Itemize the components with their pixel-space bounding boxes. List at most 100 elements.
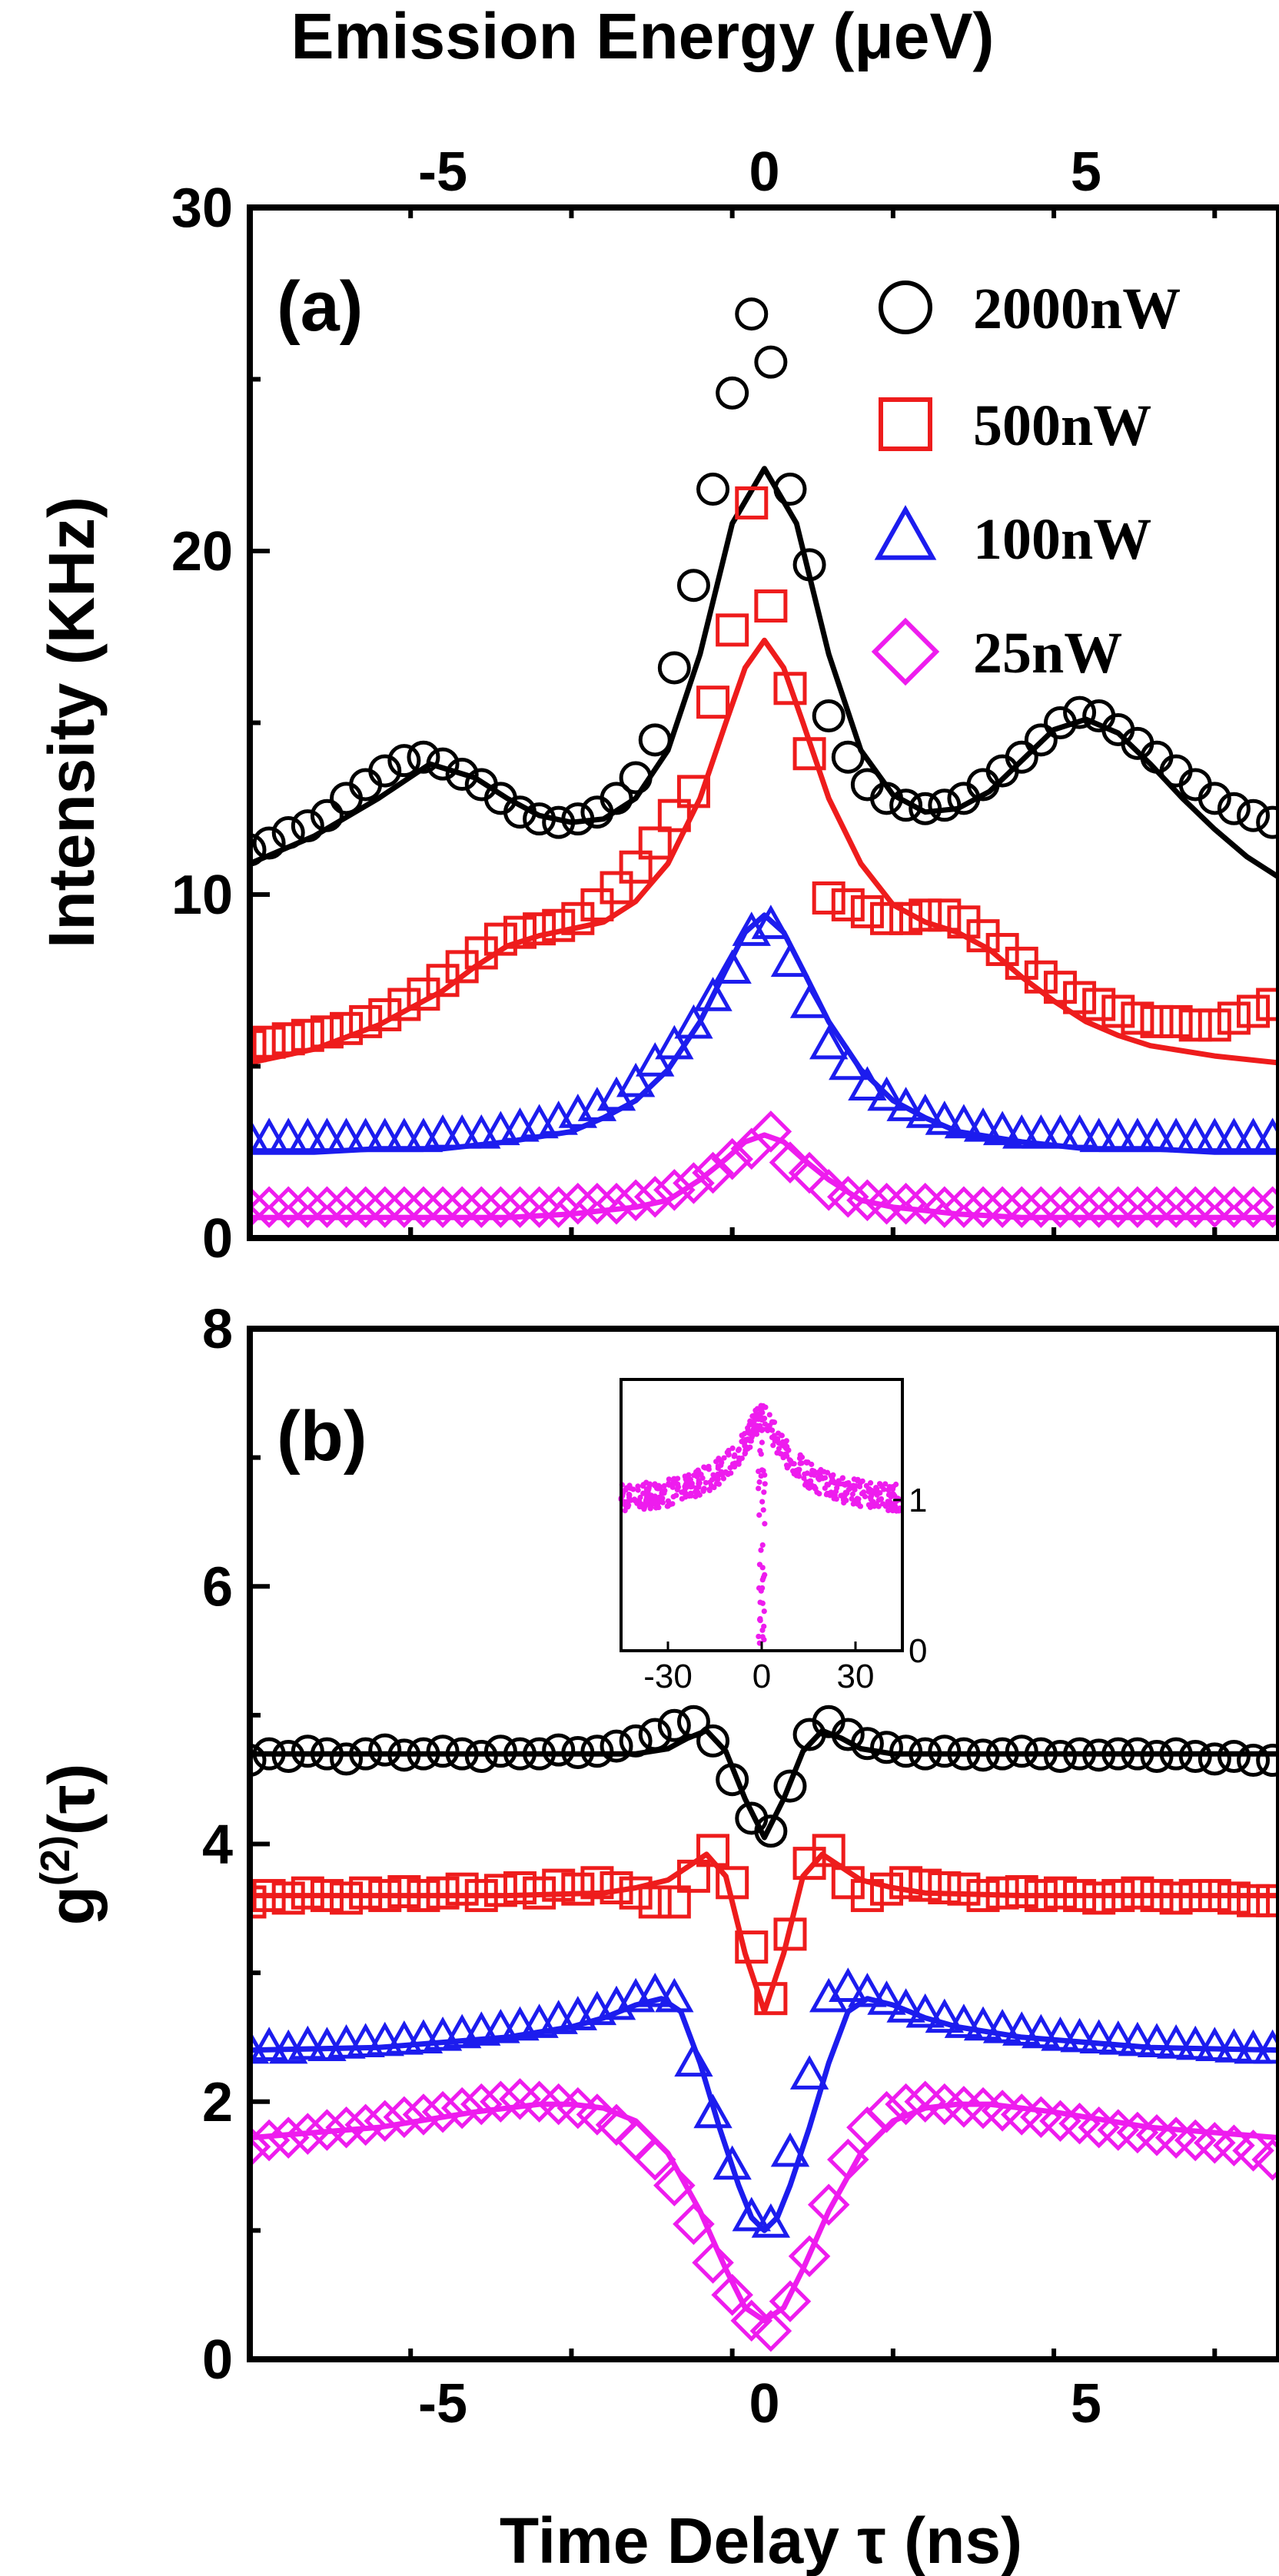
data-point-100nW [886, 1988, 925, 2023]
data-point-25nW [250, 1186, 291, 1229]
inset-data-point [760, 1507, 766, 1513]
inset-data-point [665, 1503, 671, 1509]
inset-data-point [718, 1462, 724, 1469]
panel-a-ticks: -5 0 5 0 10 20 30 [171, 141, 1218, 1270]
inset-data-point [825, 1482, 832, 1488]
data-point-500nW [773, 672, 807, 705]
inset-data-point [842, 1493, 848, 1499]
data-point-500nW [909, 898, 942, 932]
data-point-25nW [306, 2109, 348, 2151]
data-point-100nW [1041, 1114, 1080, 1149]
inset-data-point [754, 1427, 760, 1433]
data-point-25nW [807, 2183, 850, 2226]
data-point-500nW [523, 1876, 556, 1910]
data-point-500nW [1005, 1875, 1038, 1909]
data-point-100nW [886, 1087, 925, 1121]
inset-data-point [783, 1462, 790, 1469]
fit-line-25nW [250, 1132, 1279, 1220]
inset-data-point [849, 1491, 855, 1497]
data-point-25nW [749, 2309, 792, 2352]
data-point-500nW [252, 1025, 286, 1059]
data-point-2000nW [1005, 1734, 1038, 1768]
data-point-100nW [250, 2027, 289, 2062]
data-point-100nW [365, 2021, 404, 2056]
data-point-25nW [1058, 1186, 1101, 1229]
inset-data-point [739, 1439, 745, 1445]
data-point-25nW [344, 1186, 387, 1229]
inset-data-point [809, 1461, 815, 1468]
data-point-2000nW [503, 1737, 537, 1771]
inset-data-point [732, 1452, 738, 1458]
inset-data-point [752, 1422, 759, 1429]
data-point-500nW [716, 613, 749, 647]
data-point-100nW [867, 1076, 906, 1111]
data-point-2000nW [1217, 1740, 1251, 1774]
data-point-500nW [407, 1879, 440, 1913]
data-point-500nW [1178, 1008, 1212, 1042]
inset-data-point [683, 1485, 689, 1491]
data-point-2000nW [542, 1733, 576, 1767]
x-tick-label: -5 [418, 2373, 467, 2435]
inset-data-point [893, 1481, 899, 1488]
data-point-100nW [1060, 1114, 1099, 1149]
data-point-100nW [963, 1107, 1003, 1142]
data-point-2000nW [657, 651, 691, 685]
data-point-2000nW [464, 1740, 498, 1774]
data-point-500nW [250, 1029, 267, 1063]
inset-ticks: -30 0 30 0 1 [643, 1482, 927, 1695]
data-point-25nW [250, 2119, 291, 2162]
inset-data-point [626, 1492, 632, 1498]
data-point-2000nW [271, 816, 305, 850]
data-point-2000nW [1101, 1737, 1135, 1771]
inset-data-point [791, 1461, 797, 1467]
inset-data-point [716, 1457, 723, 1463]
data-point-25nW [942, 2086, 985, 2128]
data-point-100nW [963, 2006, 1003, 2041]
data-point-2000nW [387, 744, 421, 778]
data-point-500nW [1101, 1879, 1135, 1913]
inset-data-point [786, 1457, 792, 1463]
data-point-500nW [812, 1834, 845, 1867]
data-point-25nW [556, 1183, 600, 1225]
data-point-25nW [769, 1141, 812, 1183]
inset-data-point [622, 1508, 628, 1514]
inset-data-point [885, 1492, 892, 1498]
data-point-500nW [1024, 1879, 1058, 1913]
data-point-100nW [327, 1117, 366, 1153]
data-point-100nW [250, 1117, 270, 1153]
inset-data-point [769, 1419, 776, 1425]
data-point-2000nW [1237, 1744, 1271, 1778]
data-point-500nW [580, 888, 614, 921]
data-point-25nW [1116, 1186, 1159, 1229]
data-point-25nW [769, 2280, 812, 2322]
panel-b-ticks: -5 0 5 0 2 4 6 8 [202, 1299, 1218, 2435]
legend: 2000nW 500nW 100nW 25nW [871, 277, 1181, 686]
data-point-500nW [542, 1868, 576, 1902]
data-point-25nW [480, 2080, 522, 2123]
inset-data-point [762, 1472, 768, 1478]
data-point-25nW [1154, 1186, 1198, 1229]
data-point-25nW [692, 2241, 734, 2284]
y-tick-label: 0 [202, 1208, 233, 1270]
data-point-500nW [252, 1879, 286, 1913]
data-point-500nW [271, 1881, 305, 1915]
data-point-100nW [1098, 2020, 1138, 2055]
data-point-500nW [696, 685, 730, 719]
data-point-2000nW [870, 1731, 904, 1764]
inset-data-point [730, 1461, 736, 1467]
panel-a-y-axis-title: Intensity (KHz) [35, 496, 108, 948]
data-point-100nW [751, 905, 791, 939]
inset-data-point [666, 1480, 672, 1487]
data-point-500nW [368, 1879, 402, 1913]
data-point-100nW [944, 2003, 984, 2038]
inset-data-point [759, 1427, 765, 1433]
inset-data-point [868, 1493, 875, 1499]
data-point-500nW [330, 1011, 364, 1045]
data-point-25nW [383, 2096, 426, 2139]
legend-marker-25nW [871, 617, 940, 686]
data-point-2000nW [792, 548, 826, 582]
inset-data-point [758, 1588, 764, 1594]
data-point-25nW [576, 1183, 619, 1225]
data-point-25nW [1097, 1186, 1140, 1229]
